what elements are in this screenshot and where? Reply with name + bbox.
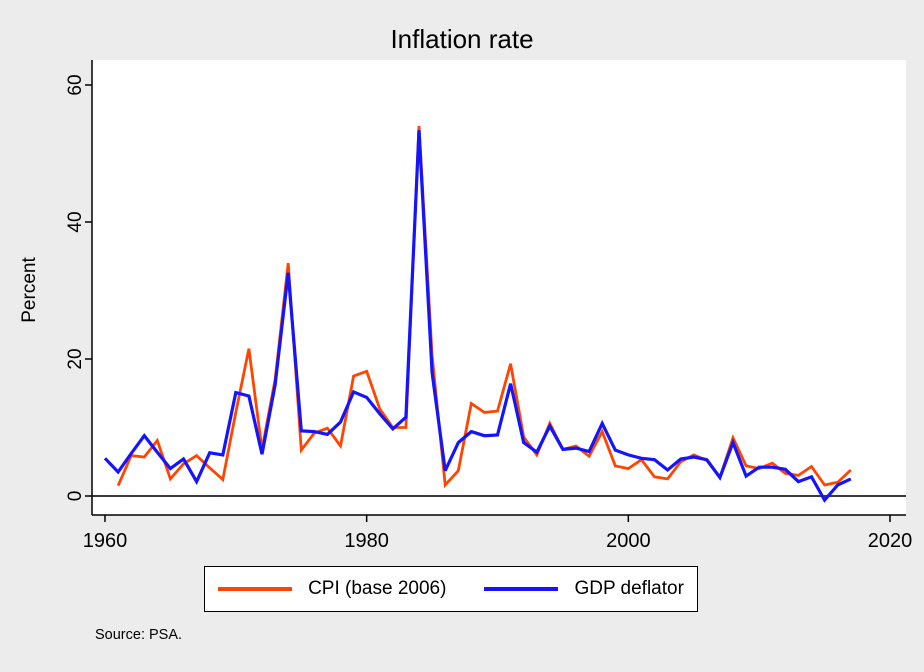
plot-area	[92, 60, 906, 515]
gdp-deflator-line-swatch	[484, 587, 559, 591]
y-tick-label: 40	[65, 211, 86, 232]
x-tick-label: 2020	[868, 530, 913, 552]
y-axis-title: Percent	[19, 257, 40, 323]
x-tick-label: 2000	[606, 530, 651, 552]
x-tick-label: 1960	[83, 530, 128, 552]
source-note: Source: PSA.	[95, 627, 183, 643]
y-tick-label: 60	[65, 74, 86, 95]
legend: CPI (base 2006) GDP deflator	[204, 566, 698, 612]
chart-title: Inflation rate	[390, 24, 534, 54]
y-tick-label: 0	[65, 491, 86, 502]
gdp-deflator-line	[103, 130, 852, 503]
y-tick-label: 20	[65, 348, 86, 369]
legend-item-gdp-deflator: GDP deflator	[484, 578, 684, 600]
legend-item-cpi: CPI (base 2006)	[218, 578, 446, 600]
cpi-line-swatch	[218, 587, 293, 591]
legend-label-cpi: CPI (base 2006)	[308, 578, 447, 599]
x-tick-label: 1980	[344, 530, 389, 552]
legend-label-gdp-deflator: GDP deflator	[574, 578, 684, 599]
